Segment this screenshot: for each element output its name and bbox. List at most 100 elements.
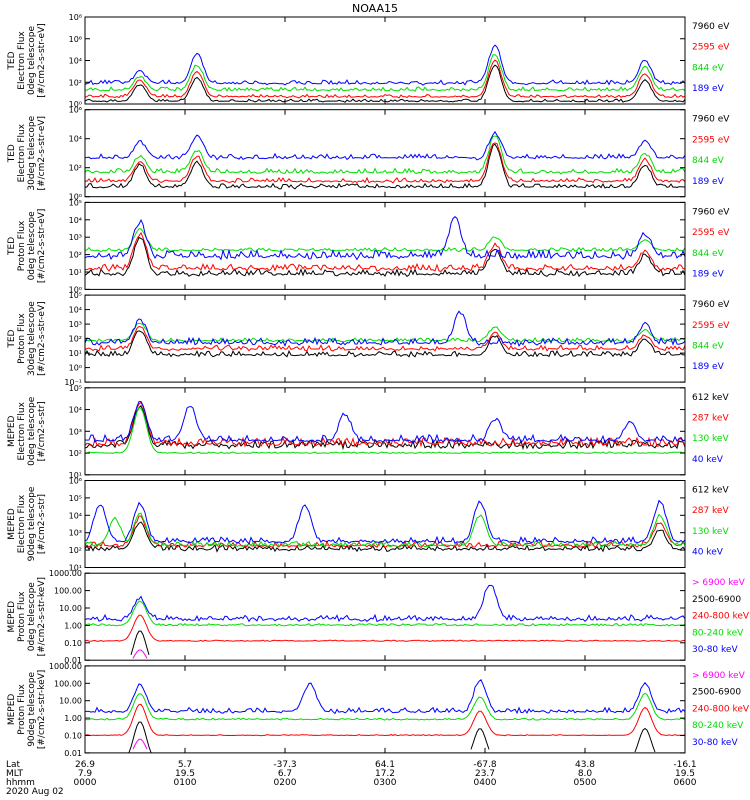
y-tick-label: 10⁴ — [69, 135, 82, 144]
y-axis-label-line: 30deg telescope — [27, 301, 37, 376]
legend-entry: 189 eV — [692, 177, 725, 187]
x-tick-label: 0200 — [274, 778, 297, 788]
y-tick-label: 10⁶ — [69, 106, 82, 115]
x-tick-label: 23.7 — [475, 769, 495, 779]
y-tick-label: 1000.00 — [49, 569, 82, 578]
y-tick-label: 10⁻¹ — [64, 378, 82, 387]
x-tick-label: 43.8 — [575, 760, 595, 770]
legend-entry: 287 keV — [692, 414, 729, 424]
date-label: 2020 Aug 02 — [6, 787, 64, 797]
y-tick-label: 100.00 — [54, 679, 82, 688]
panel-5: 10¹ 10² 10³ 10⁴ 10⁵ MEPED Electron Flux 0deg te… — [7, 384, 729, 480]
legend-entry: 189 eV — [692, 270, 725, 280]
x-tick-label: -16.1 — [673, 760, 696, 770]
y-tick-label: 10.00 — [59, 604, 82, 613]
series-line--6900-kev — [132, 738, 148, 750]
y-axis-label-line: TED — [7, 51, 17, 70]
x-tick-label: -37.3 — [273, 760, 296, 770]
y-axis-label-line: MEPED — [7, 601, 17, 633]
series-line-240-800-kev — [84, 614, 685, 642]
y-tick-label: 10³ — [69, 233, 82, 242]
x-row-label: hhmm — [6, 778, 35, 788]
x-tick-label: 26.9 — [75, 760, 95, 770]
y-axis-label-line: TED — [7, 237, 17, 256]
legend-entry: 189 eV — [692, 362, 725, 372]
y-tick-label: 10⁴ — [69, 216, 82, 225]
y-tick-label: 10⁵ — [69, 291, 82, 300]
legend-entry: 844 eV — [692, 156, 725, 166]
series-line-287-kev — [84, 515, 686, 549]
y-tick-label: 0.10 — [64, 639, 82, 648]
panel-7: 0.01 0.10 1.00 10.00 100.00 1000.00 MEPED Proto… — [7, 569, 750, 665]
panel-8: 0.01 0.10 1.00 10.00 100.00 1000.00 MEPED Proto… — [7, 662, 750, 758]
x-tick-label: 7.9 — [78, 769, 93, 779]
x-tick-label: 17.2 — [375, 769, 395, 779]
y-tick-label: 0.10 — [64, 732, 82, 741]
x-tick-label: 0300 — [374, 778, 397, 788]
x-tick-label: 0500 — [574, 778, 597, 788]
series-line-130-kev — [84, 512, 686, 548]
series-line--6900-kev — [132, 649, 148, 659]
x-tick-label: 6.7 — [278, 769, 292, 779]
series-line-2500-6900 — [128, 721, 656, 753]
legend-entry: 2595 eV — [692, 135, 730, 145]
panel-frame — [84, 387, 686, 476]
series-line-30-80-kev — [84, 584, 686, 623]
y-axis-label-line: Electron Flux — [17, 123, 27, 182]
y-tick-label: 100.00 — [54, 587, 82, 596]
series-line-844-ev — [84, 135, 686, 175]
y-tick-label: 10¹ — [69, 268, 82, 277]
y-tick-label: 10² — [69, 251, 82, 260]
legend-entry: 30-80 keV — [692, 738, 738, 748]
legend-entry: > 6900 keV — [692, 578, 746, 588]
y-tick-label: 10⁵ — [69, 198, 82, 207]
panel-frame — [84, 294, 686, 383]
series-line-240-800-kev — [84, 703, 686, 737]
y-tick-label: 10² — [69, 164, 82, 173]
y-axis-label-line: [#/cm2-s-str-eV] — [37, 301, 47, 376]
legend-entry: 80-240 keV — [692, 628, 744, 638]
legend-entry: 2500-6900 — [692, 595, 741, 605]
y-axis-label-line: [#/cm2-s-str-keV] — [37, 670, 47, 749]
y-axis-label-line: TED — [7, 329, 17, 348]
figure-title: NOAA15 — [352, 2, 398, 15]
series-line-189-ev — [84, 130, 686, 161]
x-tick-label: 0400 — [474, 778, 497, 788]
y-axis-label-line: Proton Flux — [17, 591, 27, 642]
y-axis-label-line: 30deg telescope — [27, 115, 37, 190]
panel-2: 10⁰ 10² 10⁴ 10⁶ TED Electron Flux 30deg telesc… — [7, 106, 730, 202]
series-line-40-kev — [84, 400, 686, 444]
y-tick-label: 10⁴ — [69, 406, 82, 415]
y-tick-label: 10⁴ — [69, 511, 82, 520]
x-row-label: Lat — [6, 760, 21, 770]
legend-entry: 30-80 keV — [692, 645, 738, 655]
panel-6: 10¹ 10² 10³ 10⁴ 10⁵ 10⁶ MEPED Electron Flux 90de… — [7, 477, 729, 573]
series-line-30-80-kev — [85, 679, 686, 715]
series-line-189-ev — [84, 310, 686, 348]
legend-entry: 130 keV — [692, 434, 729, 444]
series-line-130-kev — [84, 407, 686, 454]
x-axis-footer: LatMLThhmm26.97.900005.719.50100-37.36.7… — [6, 760, 697, 797]
y-axis-label-line: 0deg telescope — [27, 26, 37, 96]
x-tick-label: 19.5 — [675, 769, 695, 779]
y-axis-label-line: 0deg telescope — [27, 396, 37, 466]
y-tick-label: 10² — [69, 78, 82, 87]
series-line-844-ev — [84, 322, 686, 343]
y-tick-label: 1.00 — [64, 714, 82, 723]
y-tick-label: 10⁶ — [69, 477, 82, 486]
legend-entry: 80-240 keV — [692, 721, 744, 731]
series-line-189-ev — [84, 44, 686, 86]
y-tick-label: 10⁴ — [69, 306, 82, 315]
x-tick-label: 0100 — [174, 778, 197, 788]
legend-entry: 612 keV — [692, 486, 729, 496]
y-tick-label: 10¹ — [69, 471, 82, 480]
y-tick-label: 10⁰ — [69, 364, 82, 373]
x-row-label: MLT — [6, 769, 24, 779]
panel-frame — [84, 480, 686, 568]
y-tick-label: 10² — [69, 449, 82, 458]
legend-entry: 2595 eV — [692, 228, 730, 238]
legend-entry: 40 keV — [692, 548, 724, 558]
y-axis-label-line: [#/cm2-s-str-eV] — [37, 209, 47, 284]
series-line-80-240-kev — [84, 600, 686, 627]
